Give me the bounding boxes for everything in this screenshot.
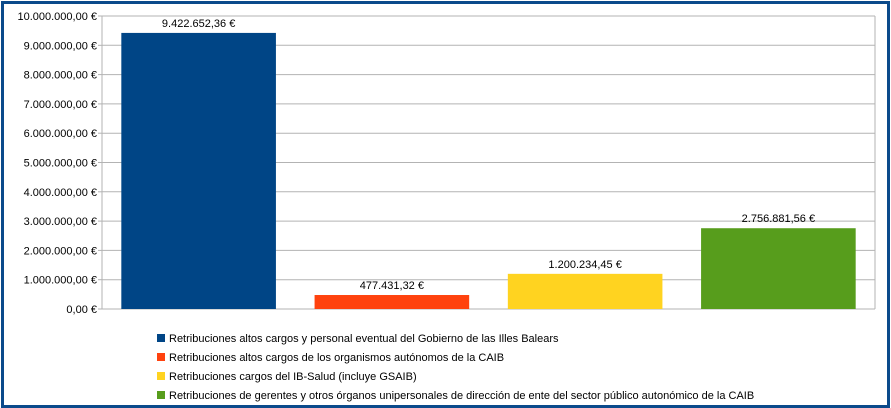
legend-swatch [157, 391, 165, 399]
bar [121, 32, 276, 309]
y-tick-label: 3.000.000,00 € [24, 216, 97, 228]
y-axis-tick-labels: 0,00 € 1.000.000,00 € 2.000.000,00 € 3.000.… [17, 11, 97, 316]
legend: Retribuciones altos cargos y personal ev… [157, 333, 754, 402]
y-tick-label: 6.000.000,00 € [24, 128, 97, 140]
y-tick-label: 9.000.000,00 € [24, 40, 97, 52]
legend-label: Retribuciones cargos del IB-Salud (inclu… [169, 371, 417, 383]
y-tick-label: 4.000.000,00 € [24, 187, 97, 199]
bar [701, 228, 856, 309]
y-tick-label: 2.000.000,00 € [24, 245, 97, 257]
bar [507, 273, 663, 309]
data-label: 9.422.652,36 € [162, 18, 235, 30]
legend-label: Retribuciones de gerentes y otros órgano… [169, 390, 754, 402]
bar [314, 295, 470, 309]
legend-swatch [157, 334, 165, 342]
y-tick-label: 0,00 € [66, 304, 97, 316]
legend-label: Retribuciones altos cargos y personal ev… [169, 333, 559, 345]
y-tick-label: 8.000.000,00 € [24, 70, 97, 82]
data-labels: 9.422.652,36 € 477.431,32 € 1.200.234,45 €… [162, 18, 815, 292]
bars [121, 32, 856, 309]
y-tick-label: 1.000.000,00 € [24, 275, 97, 287]
y-tick-label: 10.000.000,00 € [17, 11, 97, 23]
y-tick-label: 7.000.000,00 € [24, 99, 97, 111]
data-label: 1.200.234,45 € [548, 259, 621, 271]
data-label: 2.756.881,56 € [742, 213, 815, 225]
legend-label: Retribuciones altos cargos de los organi… [169, 352, 504, 364]
y-tick-label: 5.000.000,00 € [24, 158, 97, 170]
data-label: 477.431,32 € [360, 280, 424, 292]
legend-swatch [157, 372, 165, 380]
legend-swatch [157, 353, 165, 361]
